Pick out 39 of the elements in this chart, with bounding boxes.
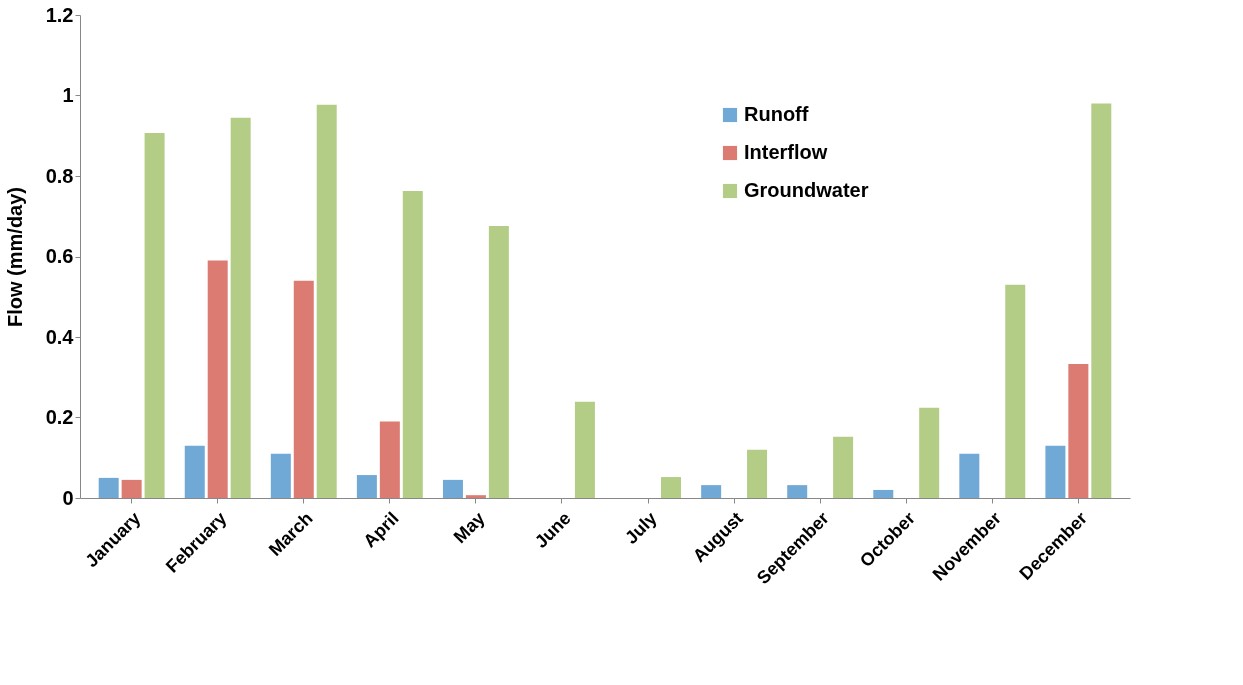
bar [747,449,768,498]
bar [230,117,251,498]
bar [1005,284,1026,498]
bar [98,477,119,498]
bar [270,453,291,498]
bar [316,104,337,498]
bar [1091,103,1112,498]
legend-label: Runoff [744,103,809,125]
bar [121,479,142,498]
bar [959,453,980,498]
y-tick-label: 0.4 [45,325,75,348]
y-tick-label: 0.8 [45,164,74,187]
bar [379,421,400,498]
y-tick-label: 1 [62,84,74,106]
bar [1045,445,1066,498]
bar [465,495,486,498]
bar [873,489,894,498]
y-tick-label: 0.2 [45,406,74,428]
bar [207,260,228,498]
y-tick-label: 1.2 [45,3,74,26]
y-tick-label: 0.6 [45,245,74,267]
y-axis-title: Flow (mm/day) [3,186,26,328]
legend-label: Interflow [744,141,828,163]
bar [488,225,509,498]
bar [144,132,165,498]
bar [184,445,205,498]
bar [442,479,463,498]
bar [660,477,681,498]
bar [402,190,423,498]
bar [356,475,377,498]
bar [293,280,314,498]
bar [919,407,940,498]
bar [701,485,722,498]
bar [574,401,595,498]
y-tick-label: 0 [62,486,74,509]
bar [833,436,854,498]
bar [1068,363,1089,498]
bar [787,485,808,498]
legend-label: Groundwater [744,179,869,201]
